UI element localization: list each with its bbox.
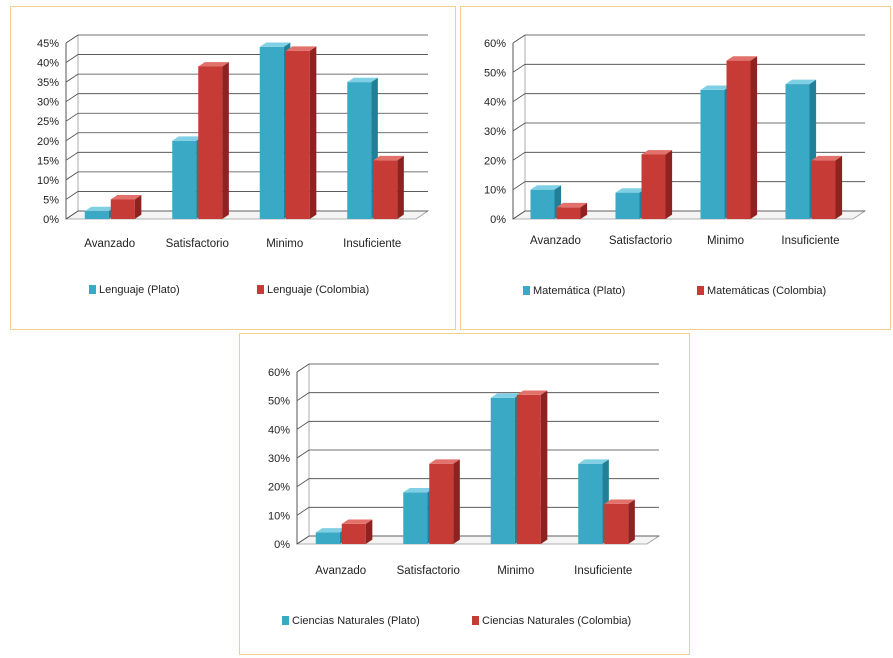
gridline [65, 54, 428, 63]
legend-label: Lenguaje (Plato) [99, 284, 180, 296]
bar-1-0-2 [700, 85, 732, 220]
gridline [65, 34, 428, 44]
legend-label: Matemáticas (Colombia) [707, 285, 826, 297]
legend-swatch [472, 616, 479, 625]
y-tick-label: 0% [43, 214, 59, 226]
category-label: Minimo [497, 565, 534, 577]
legend-label: Ciencias Naturales (Colombia) [482, 615, 631, 627]
y-tick-label: 20% [37, 136, 59, 148]
category-label: Insuficiente [574, 565, 632, 577]
gridline [296, 449, 659, 459]
bar-2-1-0 [341, 519, 373, 544]
category-label: Satisfactorio [166, 238, 229, 250]
legend-label: Ciencias Naturales (Plato) [292, 615, 420, 627]
y-tick-label: 45% [37, 38, 59, 50]
bar-2-1-2 [516, 390, 548, 544]
y-tick-label: 60% [268, 367, 290, 379]
legend-swatch [89, 285, 96, 294]
chart-panel-lenguaje: 0% 5% 10% 15% 20% 25% 30% 35% 40% 45% Avanzado Sati… [10, 6, 456, 330]
y-tick-label: 40% [484, 97, 506, 109]
y-tick-label: 0% [490, 214, 506, 226]
y-tick-label: 40% [268, 424, 290, 436]
y-tick-label: 25% [37, 116, 59, 128]
gridline [512, 34, 865, 44]
y-tick-label: 10% [37, 175, 59, 187]
legend-label: Matemática (Plato) [533, 285, 625, 297]
legend-swatch [257, 285, 264, 294]
category-label: Avanzado [315, 565, 366, 577]
y-tick-label: 20% [268, 482, 290, 494]
y-tick-label: 30% [37, 97, 59, 109]
chart-ciencias: 0% 10% 20% 30% 40% 50% 60% Avanzado Satisfactori… [268, 363, 661, 627]
legend-swatch [282, 616, 289, 625]
bar-1-0-0 [530, 185, 562, 219]
category-label: Avanzado [530, 235, 581, 247]
bar-1-1-1 [641, 150, 673, 219]
legend-swatch [697, 286, 704, 295]
y-tick-label: 10% [484, 185, 506, 197]
legend-swatch [523, 286, 530, 295]
bar-1-1-2 [726, 56, 758, 220]
y-tick-label: 20% [484, 155, 506, 167]
y-tick-label: 30% [484, 126, 506, 138]
bar-0-1-1 [198, 62, 229, 219]
y-tick-label: 40% [37, 58, 59, 70]
gridline [296, 392, 659, 401]
y-tick-label: 30% [268, 453, 290, 465]
y-tick-label: 35% [37, 77, 59, 89]
bar-2-1-1 [429, 459, 460, 544]
y-tick-label: 15% [37, 155, 59, 167]
y-tick-label: 0% [274, 539, 290, 551]
bar-2-0-3 [578, 459, 609, 544]
bar-2-1-3 [604, 499, 635, 544]
y-tick-label: 10% [268, 510, 290, 522]
category-label: Minimo [707, 235, 744, 247]
chart-panel-ciencias: 0% 10% 20% 30% 40% 50% 60% Avanzado Satisfactori… [239, 333, 690, 655]
category-label: Minimo [266, 238, 303, 250]
category-label: Avanzado [84, 238, 135, 250]
gridline [296, 363, 659, 373]
category-label: Insuficiente [343, 238, 401, 250]
chart-lenguaje: 0% 5% 10% 15% 20% 25% 30% 35% 40% 45% Avanzado Sati… [37, 34, 430, 296]
y-tick-label: 60% [484, 38, 506, 50]
gridline [296, 420, 659, 430]
category-label: Satisfactorio [397, 565, 460, 577]
bar-0-1-2 [285, 46, 317, 220]
gridline [512, 63, 865, 73]
category-label: Satisfactorio [609, 235, 672, 247]
bar-1-1-0 [556, 202, 588, 219]
category-label: Insuficiente [781, 235, 839, 247]
chart-matematica: 0% 10% 20% 30% 40% 50% 60% Avanzado Satisfactori… [484, 34, 867, 297]
chart-panel-matematica: 0% 10% 20% 30% 40% 50% 60% Avanzado Satisfactori… [460, 6, 891, 330]
y-tick-label: 50% [484, 67, 506, 79]
bar-0-1-3 [373, 155, 404, 219]
bar-1-1-3 [811, 155, 843, 219]
legend-label: Lenguaje (Colombia) [267, 284, 369, 296]
bar-0-1-0 [110, 195, 142, 219]
y-tick-label: 5% [43, 194, 59, 206]
y-tick-label: 50% [268, 396, 290, 408]
